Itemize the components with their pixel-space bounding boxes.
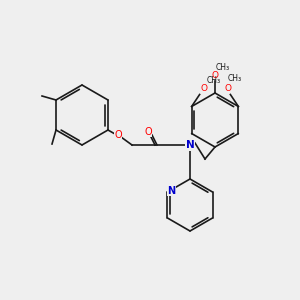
Text: CH₃: CH₃ bbox=[227, 74, 242, 83]
Text: O: O bbox=[212, 70, 218, 80]
Text: N: N bbox=[186, 140, 194, 150]
Text: O: O bbox=[114, 130, 122, 140]
Text: O: O bbox=[200, 84, 207, 93]
Text: CH₃: CH₃ bbox=[207, 76, 221, 85]
Text: N: N bbox=[167, 186, 175, 196]
Text: O: O bbox=[225, 84, 232, 93]
Text: O: O bbox=[144, 127, 152, 137]
Text: CH₃: CH₃ bbox=[216, 62, 230, 71]
